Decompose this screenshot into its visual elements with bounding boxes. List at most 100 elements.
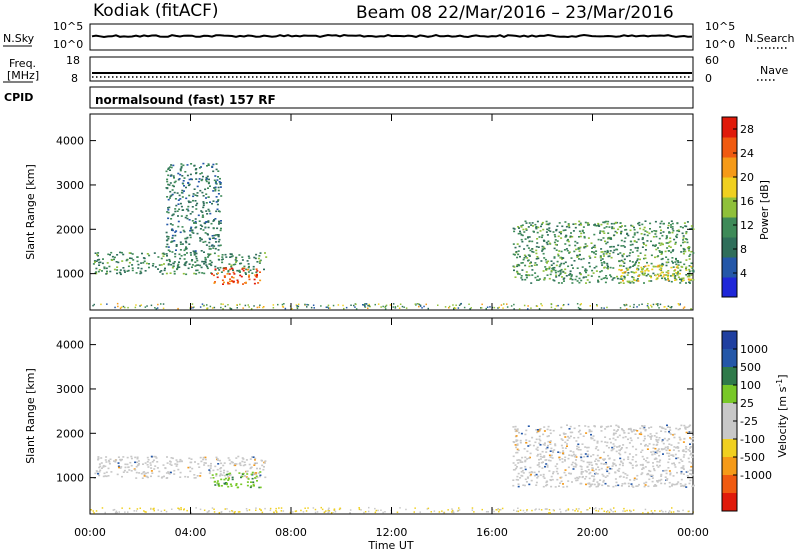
echo-cell: [692, 252, 695, 254]
echo-cell: [97, 456, 100, 458]
echo-cell: [622, 458, 625, 461]
echo-cell: [220, 195, 223, 197]
echo-cell: [610, 275, 613, 278]
echo-cell: [242, 283, 244, 285]
noise-cell: [596, 305, 598, 307]
echo-cell: [682, 241, 685, 244]
echo-cell: [650, 240, 652, 243]
echo-cell: [577, 443, 580, 446]
echo-cell: [95, 271, 97, 273]
echo-cell: [150, 467, 153, 469]
echo-cell: [620, 461, 623, 463]
echo-cell: [569, 273, 572, 276]
echo-cell: [557, 282, 560, 284]
x-tick-label: 04:00: [175, 526, 207, 539]
echo-cell: [650, 451, 653, 453]
echo-cell: [682, 473, 685, 475]
echo-cell: [172, 262, 175, 265]
velocity-colorbar-segment: [722, 421, 737, 440]
echo-cell: [516, 428, 519, 430]
echo-cell: [232, 271, 235, 274]
nsearch-tick-bottom: 10^0: [705, 38, 735, 51]
echo-cell: [689, 479, 692, 482]
echo-cell: [668, 245, 671, 247]
echo-cell: [207, 226, 210, 229]
echo-cell: [245, 476, 248, 478]
echo-cell: [519, 439, 522, 442]
echo-cell: [547, 260, 550, 263]
echo-cell: [665, 271, 668, 274]
echo-cell: [97, 254, 99, 257]
noise-cell: [342, 304, 344, 307]
echo-cell: [135, 471, 138, 474]
echo-cell: [632, 430, 635, 432]
echo-cell: [581, 230, 584, 232]
echo-cell: [650, 436, 653, 438]
echo-cell: [517, 449, 520, 452]
echo-cell: [644, 249, 647, 251]
echo-cell: [109, 458, 112, 461]
echo-cell: [214, 182, 217, 184]
echo-cell: [602, 458, 605, 461]
noise-cell: [651, 306, 653, 308]
echo-cell: [618, 226, 621, 228]
echo-cell: [561, 258, 564, 260]
y-tick-label: 3000: [56, 383, 84, 396]
echo-cell: [131, 253, 134, 255]
noise-cell: [334, 510, 337, 513]
echo-cell: [682, 465, 685, 467]
echo-cell: [177, 263, 180, 266]
echo-cell: [528, 236, 531, 238]
echo-cell: [179, 168, 182, 170]
noise-cell: [560, 307, 563, 310]
echo-cell: [541, 234, 544, 237]
echo-cell: [518, 431, 520, 434]
echo-cell: [574, 226, 577, 229]
echo-cell: [663, 482, 666, 485]
echo-cell: [588, 265, 591, 268]
echo-cell: [241, 475, 244, 478]
echo-cell: [219, 266, 222, 269]
echo-cell: [549, 429, 552, 431]
echo-cell: [179, 198, 182, 200]
echo-cell: [682, 467, 685, 469]
echo-cell: [520, 262, 523, 264]
noise-cell: [206, 304, 208, 306]
echo-cell: [657, 448, 660, 450]
echo-cell: [588, 485, 591, 488]
noise-cell: [92, 304, 94, 307]
echo-cell: [186, 164, 189, 166]
power-colorbar-segment: [722, 277, 737, 298]
echo-cell: [257, 282, 260, 284]
echo-cell: [542, 433, 545, 436]
echo-cell: [609, 467, 612, 470]
echo-cell: [678, 461, 681, 464]
noise-cell: [358, 508, 361, 511]
noise-cell: [329, 307, 331, 309]
echo-cell: [668, 232, 671, 234]
echo-cell: [217, 459, 219, 461]
echo-cell: [537, 279, 540, 281]
echo-cell: [651, 474, 654, 477]
echo-cell: [526, 450, 529, 453]
echo-cell: [550, 485, 553, 488]
noise-cell: [679, 303, 681, 305]
noise-cell: [180, 508, 182, 511]
echo-cell: [542, 443, 545, 446]
echo-cell: [220, 462, 223, 465]
echo-cell: [570, 275, 573, 278]
echo-cell: [547, 444, 549, 447]
noise-cell: [427, 507, 430, 510]
echo-cell: [673, 276, 676, 278]
echo-cell: [585, 432, 588, 434]
echo-cell: [513, 266, 516, 268]
echo-cell: [619, 278, 622, 280]
echo-cell: [166, 178, 169, 181]
echo-cell: [677, 481, 680, 483]
echo-cell: [691, 441, 694, 444]
echo-cell: [628, 442, 631, 444]
noise-cell: [648, 307, 650, 309]
echo-cell: [662, 442, 665, 445]
echo-cell: [688, 279, 691, 282]
echo-cell: [147, 476, 149, 479]
